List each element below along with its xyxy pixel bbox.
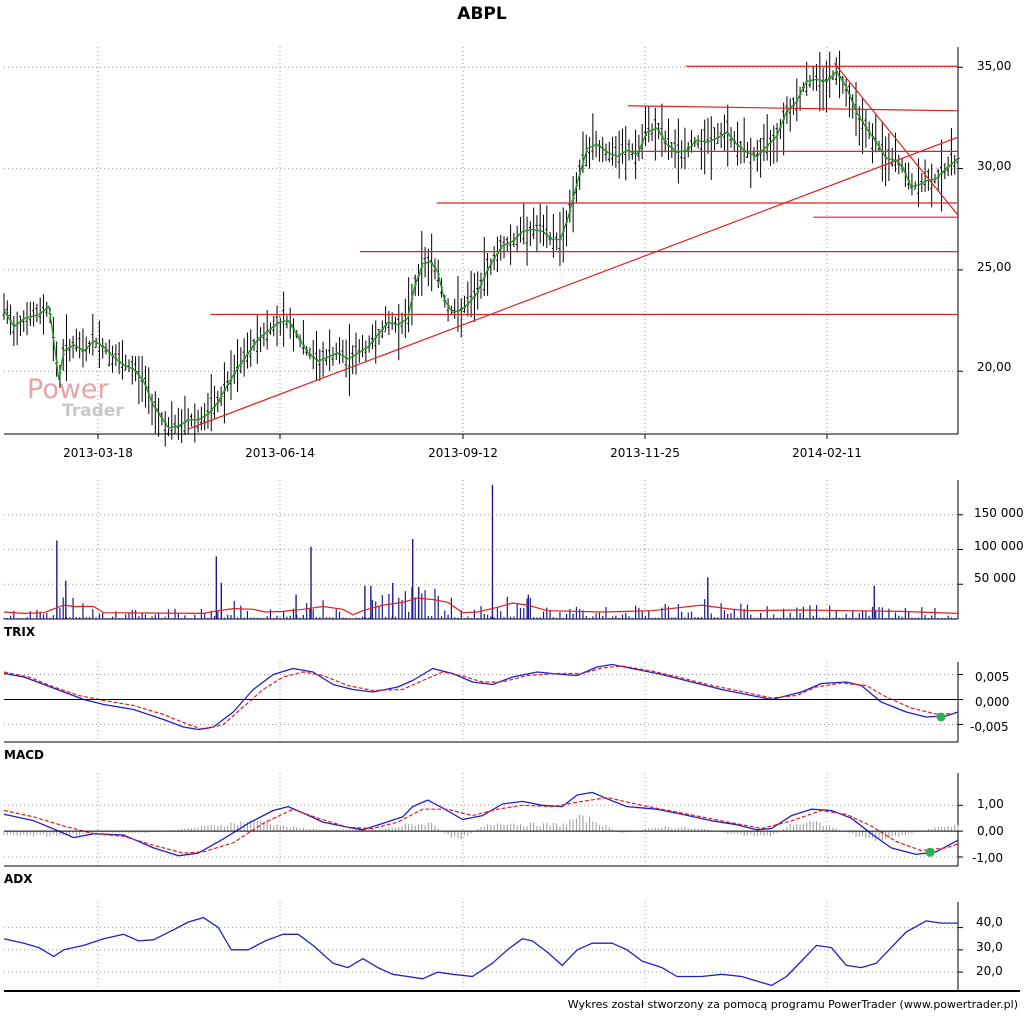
volume-tick-label: 100 000 (974, 539, 1024, 553)
date-label: 2013-06-14 (245, 446, 315, 460)
volume-tick-label: 150 000 (974, 506, 1024, 520)
indicator-series (3, 70, 959, 987)
chart-title: ABPL (457, 4, 507, 24)
trend-lines (188, 62, 959, 430)
date-axis-labels: 2013-03-18 2013-06-14 2013-09-12 2013-11… (63, 446, 862, 460)
macd-tick-label: -1,00 (972, 851, 1003, 865)
trix-tick-label: 0,000 (975, 695, 1009, 709)
adx-tick-label: 20,0 (976, 964, 1003, 978)
trix-signal-marker (936, 712, 946, 722)
adx-axis-labels: 40,0 30,0 20,0 (976, 915, 1003, 978)
volume-tick-label: 50 000 (974, 571, 1016, 585)
watermark-trader: Trader (62, 401, 124, 421)
trix-tick-label: 0,005 (975, 670, 1009, 684)
axis-ticks (4, 66, 963, 973)
trix-panel-label: TRIX (4, 625, 36, 639)
price-tick-label: 30,00 (977, 159, 1011, 173)
price-tick-label: 20,00 (977, 360, 1011, 374)
macd-panel-label: MACD (4, 748, 44, 762)
adx-line (3, 916, 958, 987)
trix-tick-label: -0,005 (970, 720, 1009, 734)
macd-tick-label: 0,00 (977, 824, 1004, 838)
trix-axis-labels: 0,005 0,000 -0,005 (970, 670, 1009, 734)
price-tick-label: 35,00 (977, 59, 1011, 73)
support-resistance-lines (210, 65, 959, 316)
trix-line (3, 663, 959, 731)
watermark-power: Power (27, 374, 110, 405)
footer-credit: Wykres został stworzony za pomocą progra… (568, 998, 1018, 1011)
date-label: 2013-03-18 (63, 446, 133, 460)
trix-signal-line (3, 665, 959, 731)
price-axis-labels: 35,00 30,00 25,00 20,00 (977, 59, 1011, 374)
adx-tick-label: 30,0 (976, 940, 1003, 954)
macd-axis-labels: 1,00 0,00 -1,00 (972, 797, 1004, 865)
date-label: 2013-11-25 (610, 446, 680, 460)
macd-signal-marker (925, 847, 935, 857)
price-tick-label: 25,00 (977, 260, 1011, 274)
macd-signal-line (3, 796, 959, 854)
date-label: 2013-09-12 (428, 446, 498, 460)
powertrader-watermark: Power Trader (27, 374, 124, 421)
support-resistance-line (628, 105, 959, 112)
trend-line (188, 136, 959, 430)
trend-line (833, 62, 959, 216)
macd-line (3, 791, 959, 857)
volume-axis-labels: 150 000 100 000 50 000 (974, 506, 1024, 585)
macd-tick-label: 1,00 (977, 797, 1004, 811)
date-label: 2014-02-11 (792, 446, 862, 460)
volume-average-line (3, 597, 959, 616)
adx-tick-label: 40,0 (976, 915, 1003, 929)
price-moving-average (3, 70, 959, 429)
macd-histogram (3, 814, 959, 841)
adx-panel-label: ADX (4, 872, 33, 886)
